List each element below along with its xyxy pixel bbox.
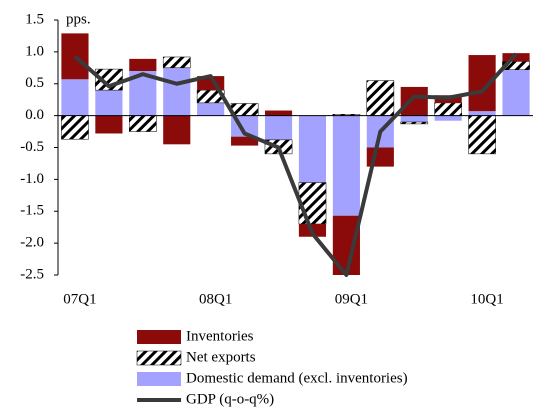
y-tick-label: -2.5 <box>20 266 44 282</box>
y-tick-label: 0.5 <box>25 75 44 91</box>
bar <box>502 69 530 116</box>
gdp-line <box>73 52 518 277</box>
x-tick-label: 10Q1 <box>470 291 503 307</box>
bar <box>366 80 395 116</box>
bar <box>434 115 462 121</box>
legend-swatch <box>136 350 182 366</box>
bar <box>61 115 89 140</box>
legend-label: Inventories <box>186 328 254 344</box>
y-tick-label: -2.0 <box>20 235 44 251</box>
unit-annotation: pps. <box>66 11 91 27</box>
bar <box>468 115 496 155</box>
bar <box>434 102 463 116</box>
legend-label: Net exports <box>186 349 256 365</box>
bar <box>298 182 327 225</box>
y-tick-label: 0.0 <box>25 107 44 123</box>
x-tick-label: 07Q1 <box>63 291 96 307</box>
legend-label: GDP (q-o-q%) <box>186 391 274 407</box>
bar <box>468 111 496 116</box>
legend-label: Domestic demand (excl. inventories) <box>186 370 408 386</box>
bar <box>400 115 428 122</box>
y-tick-label: -1.0 <box>20 171 44 187</box>
bar <box>163 67 191 116</box>
bar <box>163 115 191 145</box>
bar <box>95 90 123 116</box>
bar <box>400 86 428 116</box>
bar <box>400 121 429 125</box>
bar <box>298 115 327 183</box>
y-tick-label: -0.5 <box>20 139 44 155</box>
y-tick-label: 1.5 <box>25 11 44 27</box>
bar <box>162 56 191 69</box>
y-tick-label: -1.5 <box>20 203 44 219</box>
bar <box>61 79 89 116</box>
bar <box>264 110 293 116</box>
legend-swatch <box>137 372 181 386</box>
bar <box>129 115 157 132</box>
bar <box>231 136 259 146</box>
bar <box>502 53 530 62</box>
bar <box>332 115 360 216</box>
bar <box>129 58 157 71</box>
bar <box>95 115 123 134</box>
legend-swatch <box>137 330 181 344</box>
bar <box>264 115 293 140</box>
x-tick-label: 08Q1 <box>199 291 232 307</box>
bar <box>197 102 225 116</box>
x-tick-label: 09Q1 <box>335 291 368 307</box>
y-tick-label: 1.0 <box>25 43 44 59</box>
